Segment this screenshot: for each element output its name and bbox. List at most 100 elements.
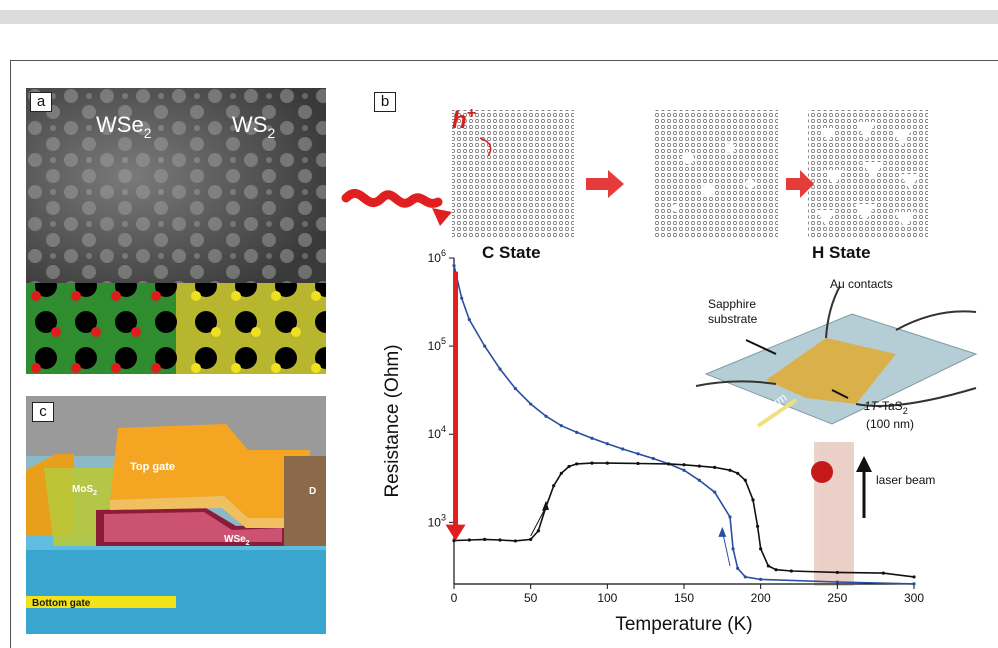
data-point xyxy=(667,462,671,466)
data-point xyxy=(751,498,755,502)
resistance-temperature-chart: h+ C State H State Au contacts Sapphire … xyxy=(341,105,978,635)
chart-series xyxy=(452,263,916,586)
data-point xyxy=(731,547,735,551)
top-gate-label: Top gate xyxy=(130,461,175,473)
data-point xyxy=(590,461,594,465)
data-point xyxy=(682,468,686,472)
data-point xyxy=(452,539,456,543)
bottom-gate-label: Bottom gate xyxy=(32,598,91,609)
heating-direction-arrow xyxy=(530,506,547,537)
data-point xyxy=(651,456,655,461)
scale-bar xyxy=(756,398,798,428)
tas2-label: 1T-TaS2 xyxy=(864,399,908,416)
y-tick-label: 104 xyxy=(428,424,446,441)
data-point xyxy=(559,424,563,428)
data-point xyxy=(513,539,517,543)
data-point xyxy=(483,537,487,542)
hole-symbol: h+ xyxy=(452,105,476,134)
x-tick-label: 250 xyxy=(827,591,847,605)
data-point xyxy=(682,463,686,467)
x-tick-label: 150 xyxy=(674,591,694,605)
data-point xyxy=(513,386,517,391)
data-point xyxy=(713,490,717,494)
hole-curve-arrow xyxy=(479,137,492,157)
wse2-label: WSe2 xyxy=(224,534,250,547)
data-point xyxy=(697,464,701,468)
panel-c-label: c xyxy=(32,402,54,422)
data-point xyxy=(728,468,732,472)
data-point xyxy=(743,575,747,579)
data-point xyxy=(736,566,740,570)
data-point xyxy=(498,538,502,542)
c-state-label: C State xyxy=(482,243,541,262)
data-point xyxy=(743,478,747,482)
laser-pulse-arrowhead xyxy=(432,208,452,226)
data-point xyxy=(575,462,579,466)
data-point xyxy=(483,344,487,348)
panel-c-image: Top gate MoS2 WSe2 D Bottom gate xyxy=(26,396,326,634)
data-point xyxy=(736,471,740,475)
drain-label: D xyxy=(309,486,316,497)
intermediate-holes xyxy=(672,143,755,212)
h-state-holes xyxy=(816,122,920,228)
data-point xyxy=(452,263,456,268)
sapphire-label: Sapphire xyxy=(708,297,756,311)
panel-a-ws2-label: WS2 xyxy=(232,112,275,141)
data-point xyxy=(467,317,471,322)
x-tick-label: 100 xyxy=(597,591,617,605)
panel-b-label: b xyxy=(374,92,396,112)
data-point xyxy=(529,402,533,406)
wire-top xyxy=(825,285,841,339)
data-point xyxy=(567,464,571,469)
data-point xyxy=(636,452,640,456)
x-tick-label: 50 xyxy=(524,591,538,605)
wire-bottom xyxy=(855,387,977,407)
data-point xyxy=(552,484,556,488)
data-point xyxy=(467,538,471,542)
laser-direction-arrowhead xyxy=(856,456,872,472)
data-point xyxy=(789,569,793,573)
data-point xyxy=(756,524,760,528)
data-point xyxy=(605,442,609,446)
data-point xyxy=(881,571,885,575)
data-point xyxy=(575,430,579,434)
data-point xyxy=(498,367,502,371)
y-tick-label: 103 xyxy=(428,512,446,529)
data-point xyxy=(912,575,916,579)
x-tick-label: 300 xyxy=(904,591,924,605)
sapphire-pointer xyxy=(745,339,777,355)
top-gray-bar xyxy=(0,10,998,24)
data-point xyxy=(759,577,763,582)
data-point xyxy=(728,515,732,519)
x-axis-label: Temperature (K) xyxy=(615,614,752,635)
h-state-label: H State xyxy=(812,243,871,262)
arrow-mid-to-h xyxy=(786,170,814,198)
panel-a-image: WSe2 WS2 xyxy=(26,88,326,374)
arrow-c-to-mid xyxy=(586,170,624,198)
au-contacts-label: Au contacts xyxy=(830,277,893,291)
data-point xyxy=(544,414,548,418)
data-point xyxy=(774,568,778,572)
data-point xyxy=(621,447,625,451)
data-point xyxy=(697,478,701,482)
panel-a-label: a xyxy=(30,92,52,112)
mos2-label: MoS2 xyxy=(72,484,97,497)
laser-beam-label: laser beam xyxy=(876,473,935,487)
wire-right xyxy=(895,310,977,331)
x-tick-label: 200 xyxy=(751,591,771,605)
intermediate-lattice xyxy=(654,110,778,238)
thickness-label: (100 nm) xyxy=(866,417,914,431)
data-point xyxy=(766,564,770,568)
c-state-lattice xyxy=(452,110,574,238)
panel-c-device: Top gate MoS2 WSe2 D Bottom gate c xyxy=(26,396,326,634)
data-point xyxy=(605,461,609,465)
cooling-direction-arrowhead xyxy=(718,526,727,537)
laser-spot xyxy=(811,461,833,483)
quench-arrow-head xyxy=(445,524,466,541)
substrate-label: substrate xyxy=(708,312,758,326)
panel-a-microscopy: WSe2 WS2 a xyxy=(26,88,326,374)
x-tick-label: 0 xyxy=(451,591,458,605)
data-point xyxy=(559,471,563,475)
data-point xyxy=(536,529,540,533)
laser-pulse-wave xyxy=(341,188,443,208)
